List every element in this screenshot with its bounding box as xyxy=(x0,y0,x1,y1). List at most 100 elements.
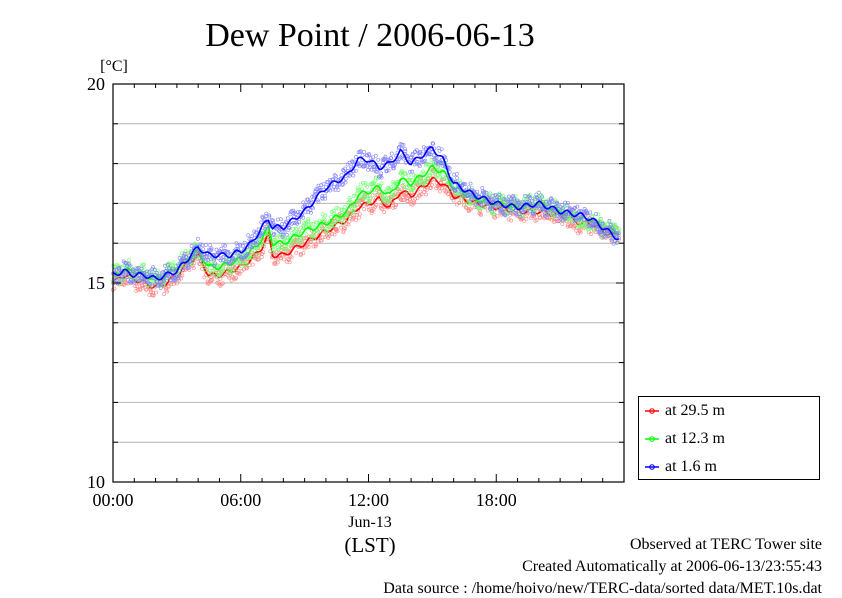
data-point xyxy=(236,271,241,276)
data-point xyxy=(411,173,416,178)
data-point xyxy=(358,149,363,154)
data-point xyxy=(261,242,266,247)
data-point xyxy=(312,236,316,241)
data-point xyxy=(482,205,487,210)
data-point xyxy=(282,230,287,235)
data-point xyxy=(326,231,331,235)
data-point xyxy=(489,205,494,210)
data-point xyxy=(423,178,428,183)
data-point xyxy=(384,169,389,174)
data-point xyxy=(424,192,429,197)
data-point xyxy=(209,246,214,251)
data-point xyxy=(388,185,393,189)
data-point xyxy=(166,274,170,278)
data-point xyxy=(166,284,171,288)
data-point xyxy=(272,261,276,266)
data-point xyxy=(201,247,206,252)
data-point xyxy=(518,214,523,219)
data-point xyxy=(219,246,224,251)
data-point xyxy=(566,212,571,217)
data-point xyxy=(581,217,586,222)
data-point xyxy=(351,173,356,178)
data-point xyxy=(357,150,362,155)
data-point xyxy=(608,225,612,230)
data-point xyxy=(609,222,613,227)
data-point xyxy=(336,188,341,192)
data-point xyxy=(321,228,326,232)
data-point xyxy=(223,243,227,248)
data-point xyxy=(550,198,555,203)
date-label: Jun-13 xyxy=(348,514,392,531)
data-point xyxy=(373,153,378,158)
data-point xyxy=(232,276,236,281)
data-point xyxy=(440,176,444,181)
data-point xyxy=(520,207,525,212)
data-point xyxy=(427,162,432,167)
data-point xyxy=(316,227,321,231)
data-point xyxy=(573,205,578,210)
data-point xyxy=(178,276,183,281)
data-point xyxy=(616,231,621,236)
data-point xyxy=(430,170,435,175)
data-point xyxy=(306,245,311,249)
data-point xyxy=(588,232,593,236)
data-point xyxy=(343,180,348,185)
data-point xyxy=(331,220,336,225)
data-point xyxy=(524,216,529,221)
data-point xyxy=(277,242,282,246)
data-point xyxy=(313,244,318,249)
data-point xyxy=(209,259,213,264)
data-point xyxy=(468,202,473,207)
data-point xyxy=(368,196,373,200)
data-point xyxy=(570,219,575,224)
data-point xyxy=(400,198,405,202)
data-point xyxy=(466,208,471,213)
data-point xyxy=(234,276,238,280)
data-point xyxy=(493,194,498,198)
data-point xyxy=(121,275,126,279)
data-point xyxy=(306,218,311,223)
data-point xyxy=(320,194,325,198)
data-point xyxy=(457,178,462,183)
data-point xyxy=(158,274,162,279)
data-point xyxy=(297,220,302,225)
data-point xyxy=(534,192,539,197)
data-point xyxy=(403,147,407,151)
data-point xyxy=(349,165,353,170)
data-point xyxy=(180,268,185,273)
data-point xyxy=(507,194,511,199)
data-point xyxy=(534,218,539,222)
data-point xyxy=(397,188,401,193)
y-tick-label: 20 xyxy=(87,74,105,94)
data-point xyxy=(304,232,309,237)
data-point xyxy=(389,151,394,156)
data-point xyxy=(347,199,352,204)
data-point xyxy=(119,277,124,282)
data-point xyxy=(368,196,373,201)
data-point xyxy=(463,182,468,187)
x-tick-label: 18:00 xyxy=(476,490,517,510)
data-point xyxy=(598,216,603,221)
x-tick-label: 00:00 xyxy=(92,490,133,510)
data-point xyxy=(159,282,164,287)
data-point xyxy=(560,202,565,207)
data-point xyxy=(468,207,473,212)
y-axis-ticks: 10 15 20 xyxy=(87,74,624,492)
data-point xyxy=(287,260,292,265)
data-point xyxy=(127,258,131,262)
data-point xyxy=(516,200,521,205)
data-point xyxy=(323,213,328,218)
data-point xyxy=(287,226,292,230)
data-point xyxy=(339,173,344,177)
data-point xyxy=(394,159,399,164)
data-point xyxy=(316,239,321,244)
data-point xyxy=(362,149,366,154)
data-point xyxy=(414,148,419,152)
footer-site: Observed at TERC Tower site xyxy=(629,536,822,553)
data-point xyxy=(400,183,405,188)
data-point xyxy=(237,271,242,276)
data-point xyxy=(253,256,258,261)
data-point xyxy=(321,182,326,186)
data-point xyxy=(233,257,238,262)
data-point xyxy=(288,212,293,217)
